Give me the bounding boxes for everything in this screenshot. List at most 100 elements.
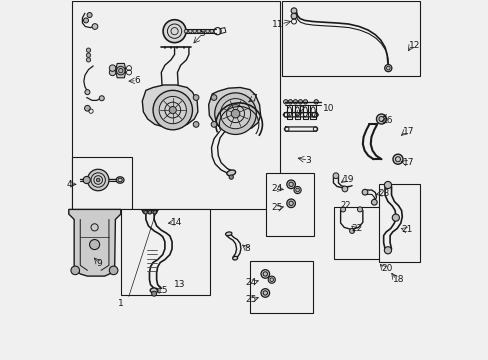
Circle shape bbox=[87, 13, 92, 18]
Text: 20: 20 bbox=[381, 265, 392, 274]
Circle shape bbox=[85, 90, 90, 95]
Circle shape bbox=[87, 169, 109, 191]
Circle shape bbox=[201, 30, 204, 33]
Circle shape bbox=[340, 207, 345, 212]
Circle shape bbox=[286, 180, 295, 189]
Circle shape bbox=[92, 24, 98, 30]
Text: 21: 21 bbox=[401, 225, 412, 234]
Circle shape bbox=[109, 69, 116, 76]
Circle shape bbox=[197, 30, 201, 33]
Circle shape bbox=[86, 48, 90, 52]
Circle shape bbox=[391, 214, 399, 221]
Bar bbox=[72, 1, 280, 209]
Ellipse shape bbox=[116, 177, 124, 183]
Circle shape bbox=[290, 13, 296, 19]
Bar bbox=[333, 207, 382, 259]
Circle shape bbox=[384, 247, 391, 254]
Circle shape bbox=[293, 100, 297, 104]
Circle shape bbox=[287, 100, 292, 104]
Text: 9: 9 bbox=[96, 259, 102, 268]
Text: 10: 10 bbox=[322, 104, 333, 113]
Text: 3: 3 bbox=[305, 156, 310, 165]
Ellipse shape bbox=[150, 288, 158, 293]
Circle shape bbox=[86, 53, 90, 57]
Circle shape bbox=[96, 178, 100, 182]
Text: 15: 15 bbox=[156, 286, 168, 295]
Text: 7: 7 bbox=[250, 94, 256, 103]
Circle shape bbox=[261, 270, 269, 278]
Text: 1: 1 bbox=[118, 299, 123, 308]
Polygon shape bbox=[142, 211, 158, 213]
Circle shape bbox=[153, 211, 156, 214]
Text: 11: 11 bbox=[272, 19, 284, 28]
Circle shape bbox=[83, 176, 90, 184]
Circle shape bbox=[267, 276, 275, 283]
Circle shape bbox=[109, 266, 118, 275]
Circle shape bbox=[228, 175, 233, 179]
Text: 13: 13 bbox=[173, 280, 184, 289]
Circle shape bbox=[193, 122, 199, 127]
Bar bbox=[265, 173, 314, 235]
Bar bbox=[282, 1, 419, 76]
Circle shape bbox=[71, 266, 80, 275]
Text: 18: 18 bbox=[392, 275, 404, 284]
Circle shape bbox=[211, 122, 217, 127]
Circle shape bbox=[376, 114, 386, 124]
Circle shape bbox=[142, 210, 146, 213]
Text: 14: 14 bbox=[171, 218, 183, 227]
Text: 22: 22 bbox=[351, 224, 362, 233]
Text: 23: 23 bbox=[377, 189, 388, 198]
Text: 25: 25 bbox=[270, 203, 282, 212]
Text: 2: 2 bbox=[298, 105, 304, 114]
Circle shape bbox=[192, 30, 196, 33]
Circle shape bbox=[384, 64, 391, 72]
Text: 12: 12 bbox=[408, 41, 419, 50]
Bar bbox=[378, 184, 419, 262]
Circle shape bbox=[91, 173, 105, 187]
Circle shape bbox=[188, 30, 192, 33]
Circle shape bbox=[349, 228, 354, 233]
Text: 16: 16 bbox=[381, 116, 392, 125]
Circle shape bbox=[116, 66, 125, 75]
Circle shape bbox=[313, 100, 318, 104]
Circle shape bbox=[290, 8, 296, 14]
Circle shape bbox=[357, 207, 362, 212]
Circle shape bbox=[210, 30, 213, 33]
Bar bbox=[249, 261, 312, 313]
Circle shape bbox=[214, 93, 256, 134]
Text: 17: 17 bbox=[402, 127, 414, 136]
Circle shape bbox=[341, 186, 347, 192]
Circle shape bbox=[89, 239, 100, 249]
Polygon shape bbox=[208, 87, 260, 131]
Circle shape bbox=[261, 289, 269, 297]
Circle shape bbox=[148, 211, 151, 214]
Circle shape bbox=[163, 20, 185, 42]
Text: 8: 8 bbox=[244, 244, 250, 253]
Circle shape bbox=[211, 95, 217, 100]
Polygon shape bbox=[116, 63, 125, 78]
Bar bbox=[72, 157, 131, 209]
Circle shape bbox=[99, 96, 104, 101]
Text: 17: 17 bbox=[402, 158, 414, 167]
Text: 22: 22 bbox=[340, 202, 350, 211]
Circle shape bbox=[293, 186, 301, 194]
Text: 19: 19 bbox=[343, 175, 354, 184]
Circle shape bbox=[159, 96, 186, 124]
Bar bbox=[121, 209, 210, 295]
Circle shape bbox=[298, 100, 302, 104]
Circle shape bbox=[283, 100, 287, 104]
Circle shape bbox=[169, 107, 176, 114]
Circle shape bbox=[83, 18, 88, 23]
Circle shape bbox=[286, 199, 295, 208]
Circle shape bbox=[362, 189, 367, 195]
Circle shape bbox=[220, 99, 250, 129]
Circle shape bbox=[193, 95, 199, 100]
Ellipse shape bbox=[225, 232, 231, 236]
Circle shape bbox=[147, 210, 151, 213]
Circle shape bbox=[184, 30, 187, 33]
Polygon shape bbox=[69, 210, 121, 276]
Text: 6: 6 bbox=[134, 76, 140, 85]
Circle shape bbox=[84, 105, 90, 111]
Circle shape bbox=[392, 154, 402, 164]
Circle shape bbox=[143, 211, 147, 214]
